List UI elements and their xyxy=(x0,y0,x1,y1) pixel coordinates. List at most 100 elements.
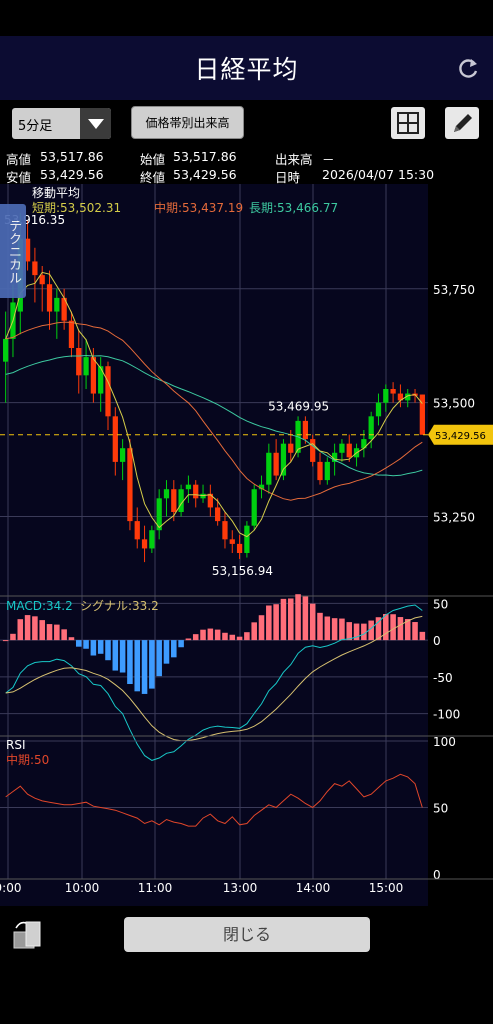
macd-histogram-bar xyxy=(39,620,45,641)
interval-select-label: 5分足 xyxy=(18,119,53,134)
macd-histogram-bar xyxy=(163,640,170,664)
macd-y-tick: -50 xyxy=(433,671,453,685)
candle-body xyxy=(310,439,316,462)
candle-body xyxy=(419,394,425,435)
macd-histogram-bar xyxy=(46,624,53,641)
candle-body xyxy=(368,416,374,440)
candle-body xyxy=(339,443,345,453)
layout-grid-button[interactable] xyxy=(391,107,425,139)
short-ma-line xyxy=(5,271,423,538)
macd-histogram-bar xyxy=(61,629,67,641)
grid-icon xyxy=(397,112,419,134)
macd-histogram-bar xyxy=(383,614,389,641)
candle-body xyxy=(3,338,9,362)
chevron-down-icon xyxy=(80,108,111,139)
chart-toolbar: 5分足 価格帯別出来高 xyxy=(0,100,493,146)
macd-histogram-bar xyxy=(280,598,287,641)
x-tick-label: 13:00 xyxy=(223,881,258,895)
candle-body xyxy=(405,393,411,401)
candle-body xyxy=(46,284,53,312)
app-header: 日経平均 xyxy=(0,36,493,100)
macd-y-tick: -100 xyxy=(433,708,460,722)
low-value: 53,429.56 xyxy=(40,167,104,182)
close-value: 53,429.56 xyxy=(173,167,237,182)
high-label: 高値 xyxy=(6,152,32,167)
rsi-y-tick: 50 xyxy=(433,802,448,816)
candle-body xyxy=(163,489,170,499)
ma-legend-item: 短期:53,502.31 xyxy=(32,201,121,215)
volume-value: － xyxy=(322,152,335,167)
technical-tab[interactable]: テクニカル xyxy=(0,204,26,298)
candle-body xyxy=(171,489,177,512)
candle-body xyxy=(141,539,148,549)
macd-histogram-bar xyxy=(149,640,155,689)
candle-body xyxy=(24,238,31,262)
candle-body xyxy=(112,416,118,462)
macd-histogram-bar xyxy=(222,632,228,641)
axis-background xyxy=(428,184,493,906)
candle-body xyxy=(215,507,221,522)
high-value: 53,517.86 xyxy=(40,149,104,164)
macd-histogram-bar xyxy=(302,596,309,641)
candle-body xyxy=(229,539,235,544)
candle-body xyxy=(185,484,192,490)
interval-select[interactable]: 5分足 xyxy=(12,108,111,139)
macd-histogram-bar xyxy=(17,619,24,641)
macd-histogram-bar xyxy=(375,617,382,641)
macd-y-tick: 50 xyxy=(433,597,448,611)
candle-body xyxy=(375,402,382,417)
macd-histogram-bar xyxy=(339,618,345,641)
rotate-screen-button[interactable] xyxy=(10,918,46,952)
macd-histogram-bar xyxy=(32,616,38,641)
macd-histogram-bar xyxy=(171,640,177,658)
draw-button[interactable] xyxy=(445,107,479,139)
macd-histogram-bar xyxy=(156,640,162,677)
candle-body xyxy=(288,443,294,453)
candle-body xyxy=(54,297,60,312)
candle-body xyxy=(149,530,155,549)
macd-histogram-bar xyxy=(68,637,75,641)
open-value: 53,517.86 xyxy=(173,149,237,164)
macd-histogram-bar xyxy=(368,620,374,641)
candle-body xyxy=(127,448,133,522)
y-tick-label: 53,750 xyxy=(433,283,475,297)
mid-ma-line xyxy=(5,321,423,501)
macd-histogram-bar xyxy=(353,623,360,641)
refresh-icon[interactable] xyxy=(455,56,481,82)
macd-histogram-bar xyxy=(317,612,323,641)
stock-chart[interactable]: 53,75053,50053,25053,429.5653,916.3553,4… xyxy=(0,184,493,906)
candle-body xyxy=(390,389,396,394)
macd-histogram-bar xyxy=(54,624,60,641)
candle-body xyxy=(222,521,228,540)
datetime-label: 日時 xyxy=(275,170,301,185)
macd-histogram-bar xyxy=(361,623,367,641)
macd-histogram-bar xyxy=(192,634,199,641)
volume-by-price-button[interactable]: 価格帯別出来高 xyxy=(131,106,244,139)
current-price-tag xyxy=(428,424,493,445)
rsi-y-tick: 0 xyxy=(433,868,441,882)
macd-histogram-bar xyxy=(75,640,82,647)
candle-body xyxy=(236,543,243,553)
macd-histogram-bar xyxy=(90,640,97,656)
low-label: 安値 xyxy=(6,170,32,185)
macd-histogram-bar xyxy=(309,603,316,641)
macd-histogram-bar xyxy=(119,640,126,673)
macd-histogram-bar xyxy=(178,640,184,648)
x-tick-label: 15:00 xyxy=(369,881,404,895)
macd-histogram-bar xyxy=(207,628,214,641)
candle-body xyxy=(383,389,389,403)
y-tick-label: 53,250 xyxy=(433,511,475,525)
long-ma-line xyxy=(5,354,423,477)
close-button[interactable]: 閉じる xyxy=(124,917,370,952)
candle-body xyxy=(156,498,162,531)
close-label: 終値 xyxy=(140,170,166,185)
macd-histogram-bar xyxy=(324,616,331,641)
candle-body xyxy=(105,366,111,417)
candle-body xyxy=(258,484,265,490)
candle-body xyxy=(273,452,279,476)
candle-body xyxy=(76,348,82,376)
macd-line xyxy=(5,604,423,761)
macd-histogram-bar xyxy=(24,615,31,641)
macd-histogram-bar xyxy=(251,622,257,641)
x-tick-label: 11:00 xyxy=(138,881,173,895)
